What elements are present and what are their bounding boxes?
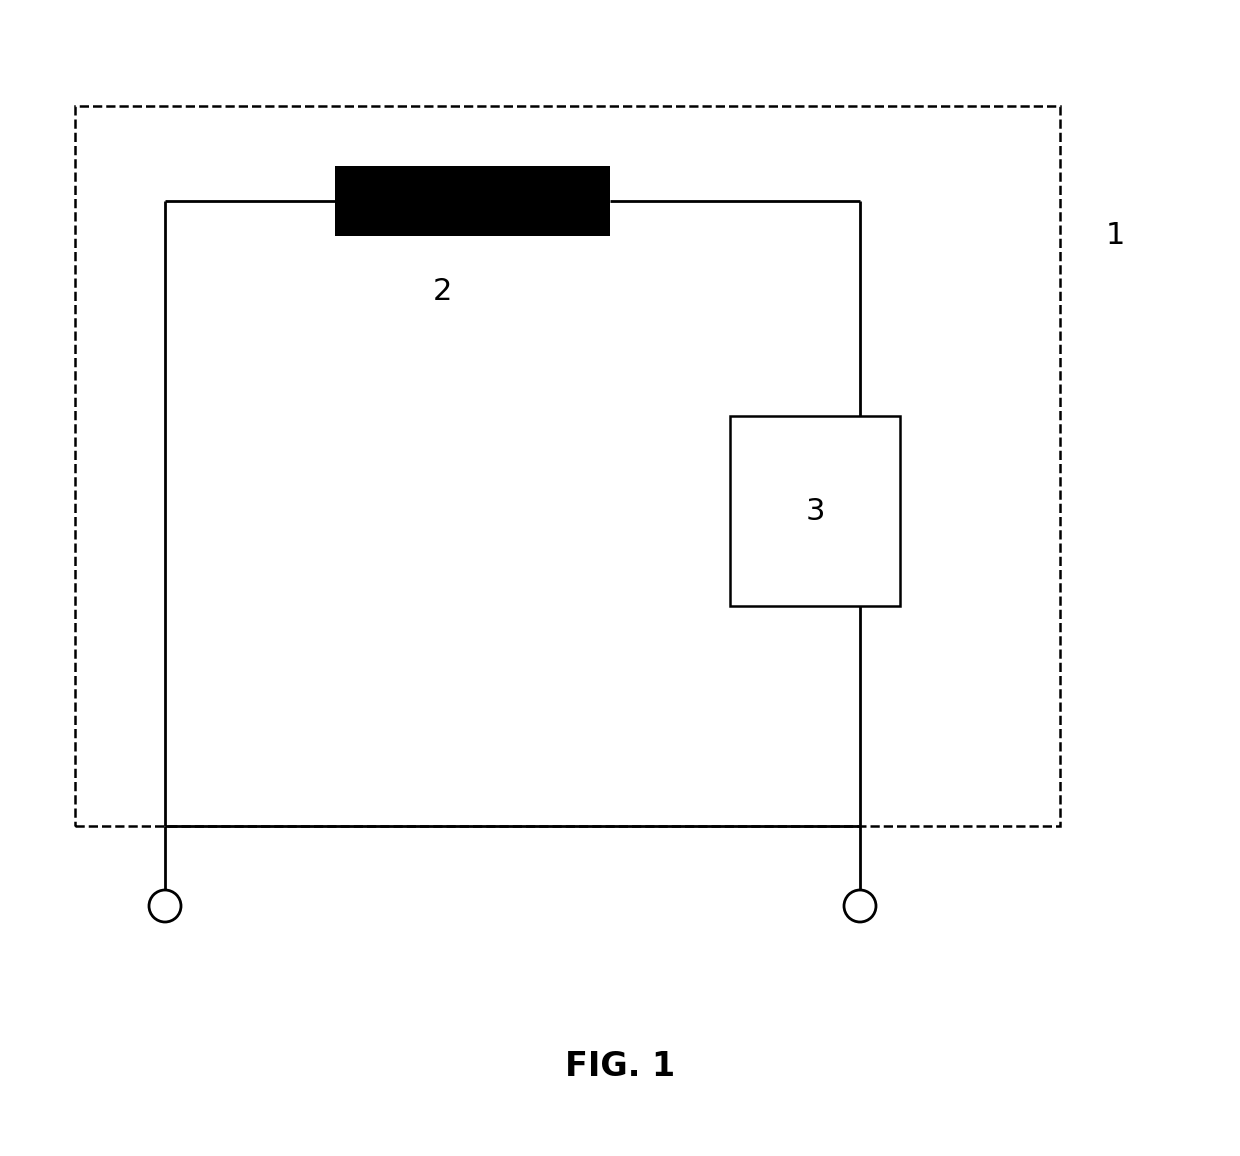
Text: 3: 3 xyxy=(805,496,825,526)
Text: FIG. 1: FIG. 1 xyxy=(565,1050,675,1082)
Bar xyxy=(730,416,900,606)
Text: 1: 1 xyxy=(1105,221,1125,250)
Bar xyxy=(335,166,610,236)
Text: 2: 2 xyxy=(433,276,453,305)
Bar xyxy=(74,106,1060,827)
